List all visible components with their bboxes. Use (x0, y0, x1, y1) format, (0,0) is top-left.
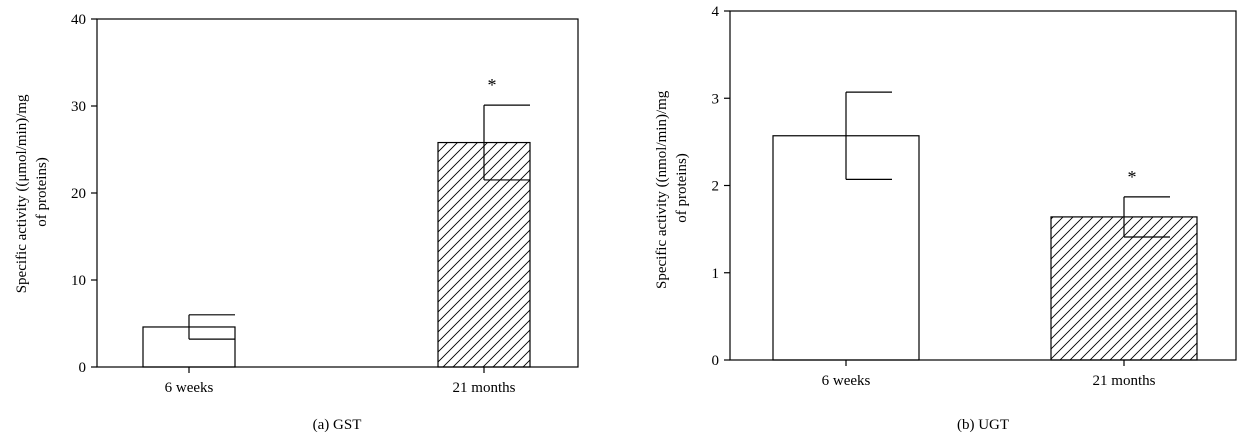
panel-gst: 0 10 20 30 40 6 weeks 21 months * Specific ac… (14, 12, 579, 433)
y-tick-label: 40 (71, 12, 86, 28)
x-ticks-ugt: 6 weeks 21 months (822, 360, 1156, 389)
significance-gst: * (488, 75, 497, 95)
error-bar-ugt-0 (845, 91, 892, 180)
y-tick-label: 2 (712, 179, 720, 195)
x-ticks-gst: 6 weeks 21 months (165, 367, 516, 396)
y-tick-label: 1 (712, 266, 720, 282)
panel-ugt: 0 1 2 3 4 6 weeks 21 months * Specific activi… (654, 4, 1237, 433)
bars-gst (142, 141, 531, 368)
x-tick-label: 21 months (453, 380, 516, 396)
y-tick-label: 0 (712, 353, 720, 369)
significance-ugt: * (1128, 167, 1137, 187)
significance-marker: * (1128, 167, 1137, 187)
error-bar-ugt-1 (1123, 196, 1170, 238)
error-bars-ugt (845, 91, 1170, 238)
error-bar-gst-1 (483, 104, 530, 181)
y-axis-label-ugt: Specific activity ((nmol/min)/mg of prot… (654, 87, 690, 289)
panel-caption-ugt: (b) UGT (957, 417, 1009, 433)
panel-caption-gst: (a) GST (313, 417, 362, 433)
y-tick-label: 0 (79, 360, 87, 376)
y-ticks-ugt: 0 1 2 3 4 (712, 4, 730, 369)
x-tick-label: 6 weeks (165, 380, 214, 396)
error-bars-gst (188, 104, 530, 340)
significance-marker: * (488, 75, 497, 95)
x-tick-label: 6 weeks (822, 373, 871, 389)
error-bar-gst-0 (188, 314, 235, 340)
y-axis-label-gst: Specific activity ((μmol/min)/mg of prot… (14, 91, 50, 294)
y-tick-label: 4 (712, 4, 720, 20)
y-ticks-gst: 0 10 20 30 40 (71, 12, 97, 376)
y-tick-label: 30 (71, 99, 86, 115)
y-tick-label: 20 (71, 186, 86, 202)
x-tick-label: 21 months (1093, 373, 1156, 389)
bar-ugt-1 (1050, 216, 1198, 361)
y-tick-label: 3 (712, 91, 720, 107)
y-tick-label: 10 (71, 273, 86, 289)
